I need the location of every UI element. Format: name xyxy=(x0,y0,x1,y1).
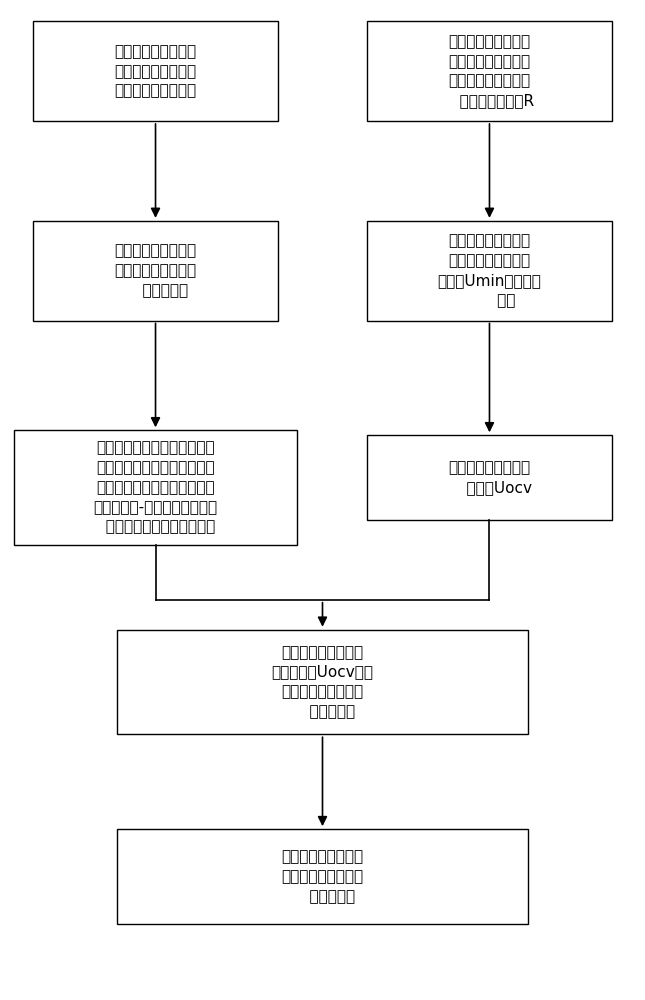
FancyBboxPatch shape xyxy=(34,221,277,320)
FancyBboxPatch shape xyxy=(14,430,297,545)
Text: 控制电机控制器按照
降功率值实现电动机
    降功率运行: 控制电机控制器按照 降功率值实现电动机 降功率运行 xyxy=(281,849,364,904)
FancyBboxPatch shape xyxy=(117,829,528,924)
Text: 查找当前最低单体电
池开路电压Uocv对应
的限定功率值，并计
    算降功率值: 查找当前最低单体电 池开路电压Uocv对应 的限定功率值，并计 算降功率值 xyxy=(272,645,373,719)
Text: 计算最低单体电池开
    路电压Uocv: 计算最低单体电池开 路电压Uocv xyxy=(447,460,532,495)
Text: 根据拟合功率曲线确定最低单
体电池电压与限定功率对应关
系，依据对应关系形成最低单
体电池电压-限定功率对照表，
  依据该对照表确定降功率值: 根据拟合功率曲线确定最低单 体电池电压与限定功率对应关 系，依据对应关系形成最低… xyxy=(94,440,217,535)
FancyBboxPatch shape xyxy=(34,21,277,121)
Text: 侦测在电池组在不同
开路电压以及剩余电
量条件下的限定功率: 侦测在电池组在不同 开路电压以及剩余电 量条件下的限定功率 xyxy=(114,44,197,98)
Text: 侦测电池组的实时放
电电流、最低单体电
池电压Umin以及电池
       温度: 侦测电池组的实时放 电电流、最低单体电 池电压Umin以及电池 温度 xyxy=(437,233,541,308)
FancyBboxPatch shape xyxy=(368,435,611,520)
FancyBboxPatch shape xyxy=(368,221,611,320)
Text: 根据限定功率、开路
电压以及电池温度拟
    合功率曲线: 根据限定功率、开路 电压以及电池温度拟 合功率曲线 xyxy=(114,243,197,298)
FancyBboxPatch shape xyxy=(117,630,528,734)
Text: 在不同温度以及剩余
电量条件下侦测电池
组的直流内阻，并计
   算平均直流内阻R: 在不同温度以及剩余 电量条件下侦测电池 组的直流内阻，并计 算平均直流内阻R xyxy=(445,34,534,108)
FancyBboxPatch shape xyxy=(368,21,611,121)
